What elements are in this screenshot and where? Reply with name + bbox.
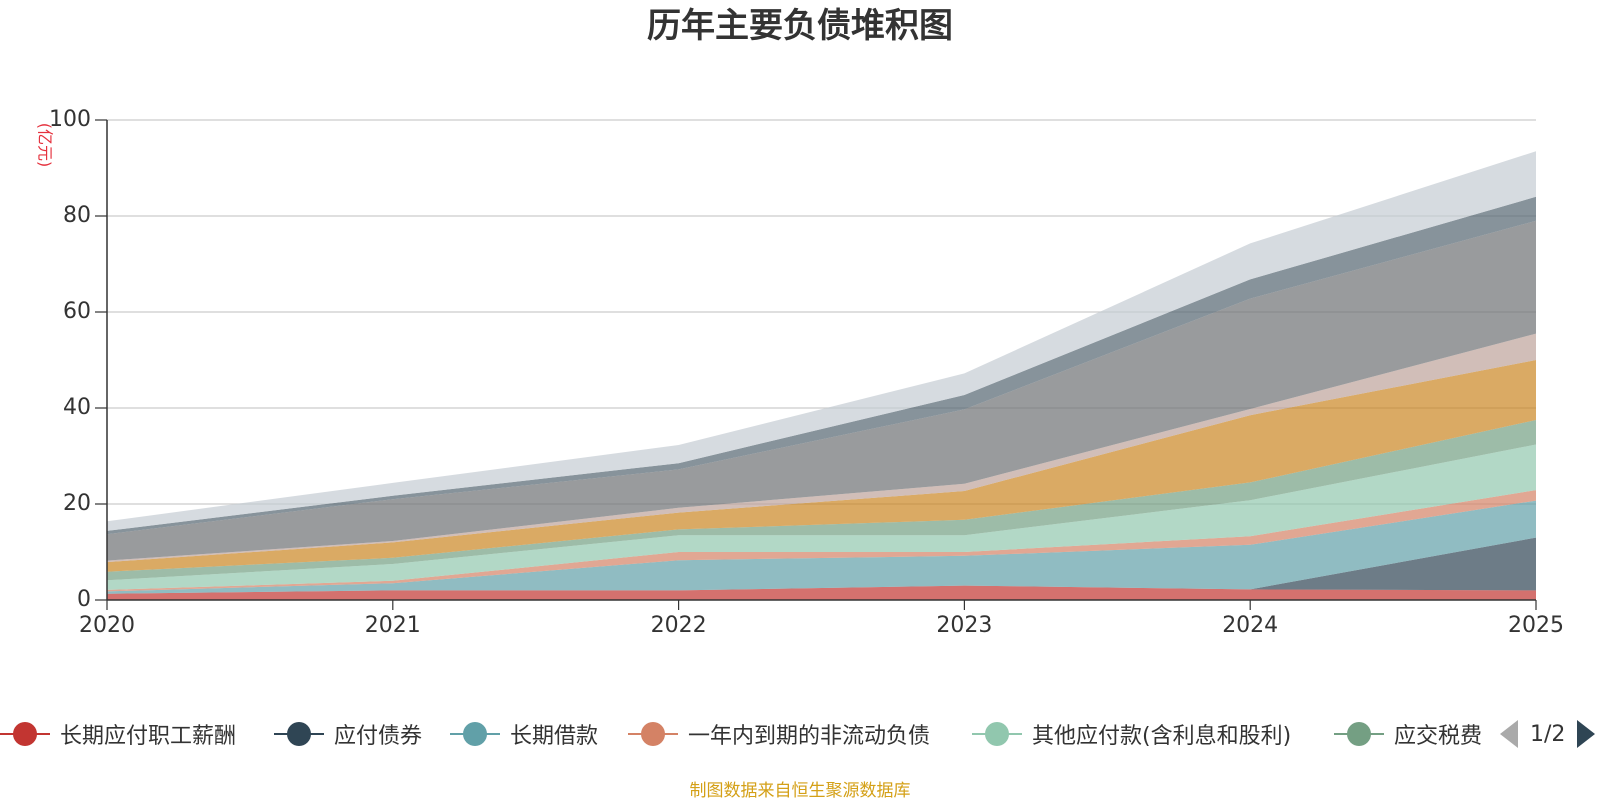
- area-series-5: [107, 444, 1536, 590]
- x-tick-label-2020: 2020: [79, 613, 135, 638]
- y-tick-label-60: 60: [63, 299, 91, 324]
- area-series-1: [107, 585, 1536, 600]
- legend-item-label: 长期应付职工薪酬: [60, 724, 237, 749]
- area-series-2: [107, 537, 1536, 594]
- legend-item-1[interactable]: 长期应付职工薪酬: [0, 714, 236, 754]
- legend-item-5[interactable]: 其他应付款(含利息和股利): [972, 714, 1291, 754]
- x-tick-label-2023: 2023: [936, 613, 992, 638]
- legend-page-indicator: 1/2: [1530, 721, 1566, 747]
- legend-items: 长期应付职工薪酬 应付债券 长期借款 一年内到期的非流动负债 其他应付款(含利息和股利)…: [0, 714, 1490, 754]
- area-series-3: [107, 500, 1536, 594]
- legend-item-6[interactable]: 应交税费: [1334, 714, 1482, 754]
- legend-item-4[interactable]: 一年内到期的非流动负债: [628, 714, 930, 754]
- legend-marker-icon: [274, 714, 324, 754]
- legend-prev-arrow-icon[interactable]: [1500, 720, 1518, 748]
- legend-marker-icon: [0, 714, 50, 754]
- x-tick-label-2022: 2022: [651, 613, 707, 638]
- legend-marker-icon: [450, 714, 500, 754]
- y-tick-label-80: 80: [63, 203, 91, 228]
- area-series-4: [107, 490, 1536, 592]
- legend-item-label: 长期借款: [510, 724, 599, 749]
- legend: 长期应付职工薪酬 应付债券 长期借款 一年内到期的非流动负债 其他应付款(含利息和股利)…: [0, 714, 1600, 754]
- legend-item-2[interactable]: 应付债券: [274, 714, 422, 754]
- legend-item-label: 应交税费: [1394, 724, 1483, 749]
- legend-item-label: 其他应付款(含利息和股利): [1032, 724, 1292, 749]
- y-tick-label-40: 40: [63, 395, 91, 420]
- legend-marker-icon: [1334, 714, 1384, 754]
- legend-next-arrow-icon[interactable]: [1577, 720, 1596, 748]
- legend-item-label: 一年内到期的非流动负债: [688, 724, 931, 749]
- chart-title: 历年主要负债堆积图: [647, 6, 953, 46]
- legend-marker-icon: [972, 714, 1022, 754]
- y-tick-label-20: 20: [63, 491, 91, 516]
- area-series-group: [107, 151, 1536, 600]
- legend-marker-icon: [628, 714, 678, 754]
- area-series-9: [107, 220, 1536, 561]
- area-series-6: [107, 420, 1536, 581]
- x-tick-label-2021: 2021: [365, 613, 421, 638]
- source-note: 制图数据来自恒生聚源数据库: [689, 781, 911, 801]
- legend-pager: 1/2: [1500, 714, 1596, 754]
- y-tick-label-0: 0: [77, 587, 91, 612]
- axes: 0 20 40 60 80 100 2020 2021 2022 2023 2024 2025: [49, 107, 1564, 638]
- x-tick-label-2025: 2025: [1508, 613, 1564, 638]
- legend-item-label: 应付债券: [334, 724, 423, 749]
- legend-item-3[interactable]: 长期借款: [450, 714, 598, 754]
- y-tick-label-100: 100: [49, 107, 91, 132]
- y-axis-label: (亿元): [36, 123, 55, 168]
- area-series-7: [107, 360, 1536, 572]
- x-tick-label-2024: 2024: [1222, 613, 1278, 638]
